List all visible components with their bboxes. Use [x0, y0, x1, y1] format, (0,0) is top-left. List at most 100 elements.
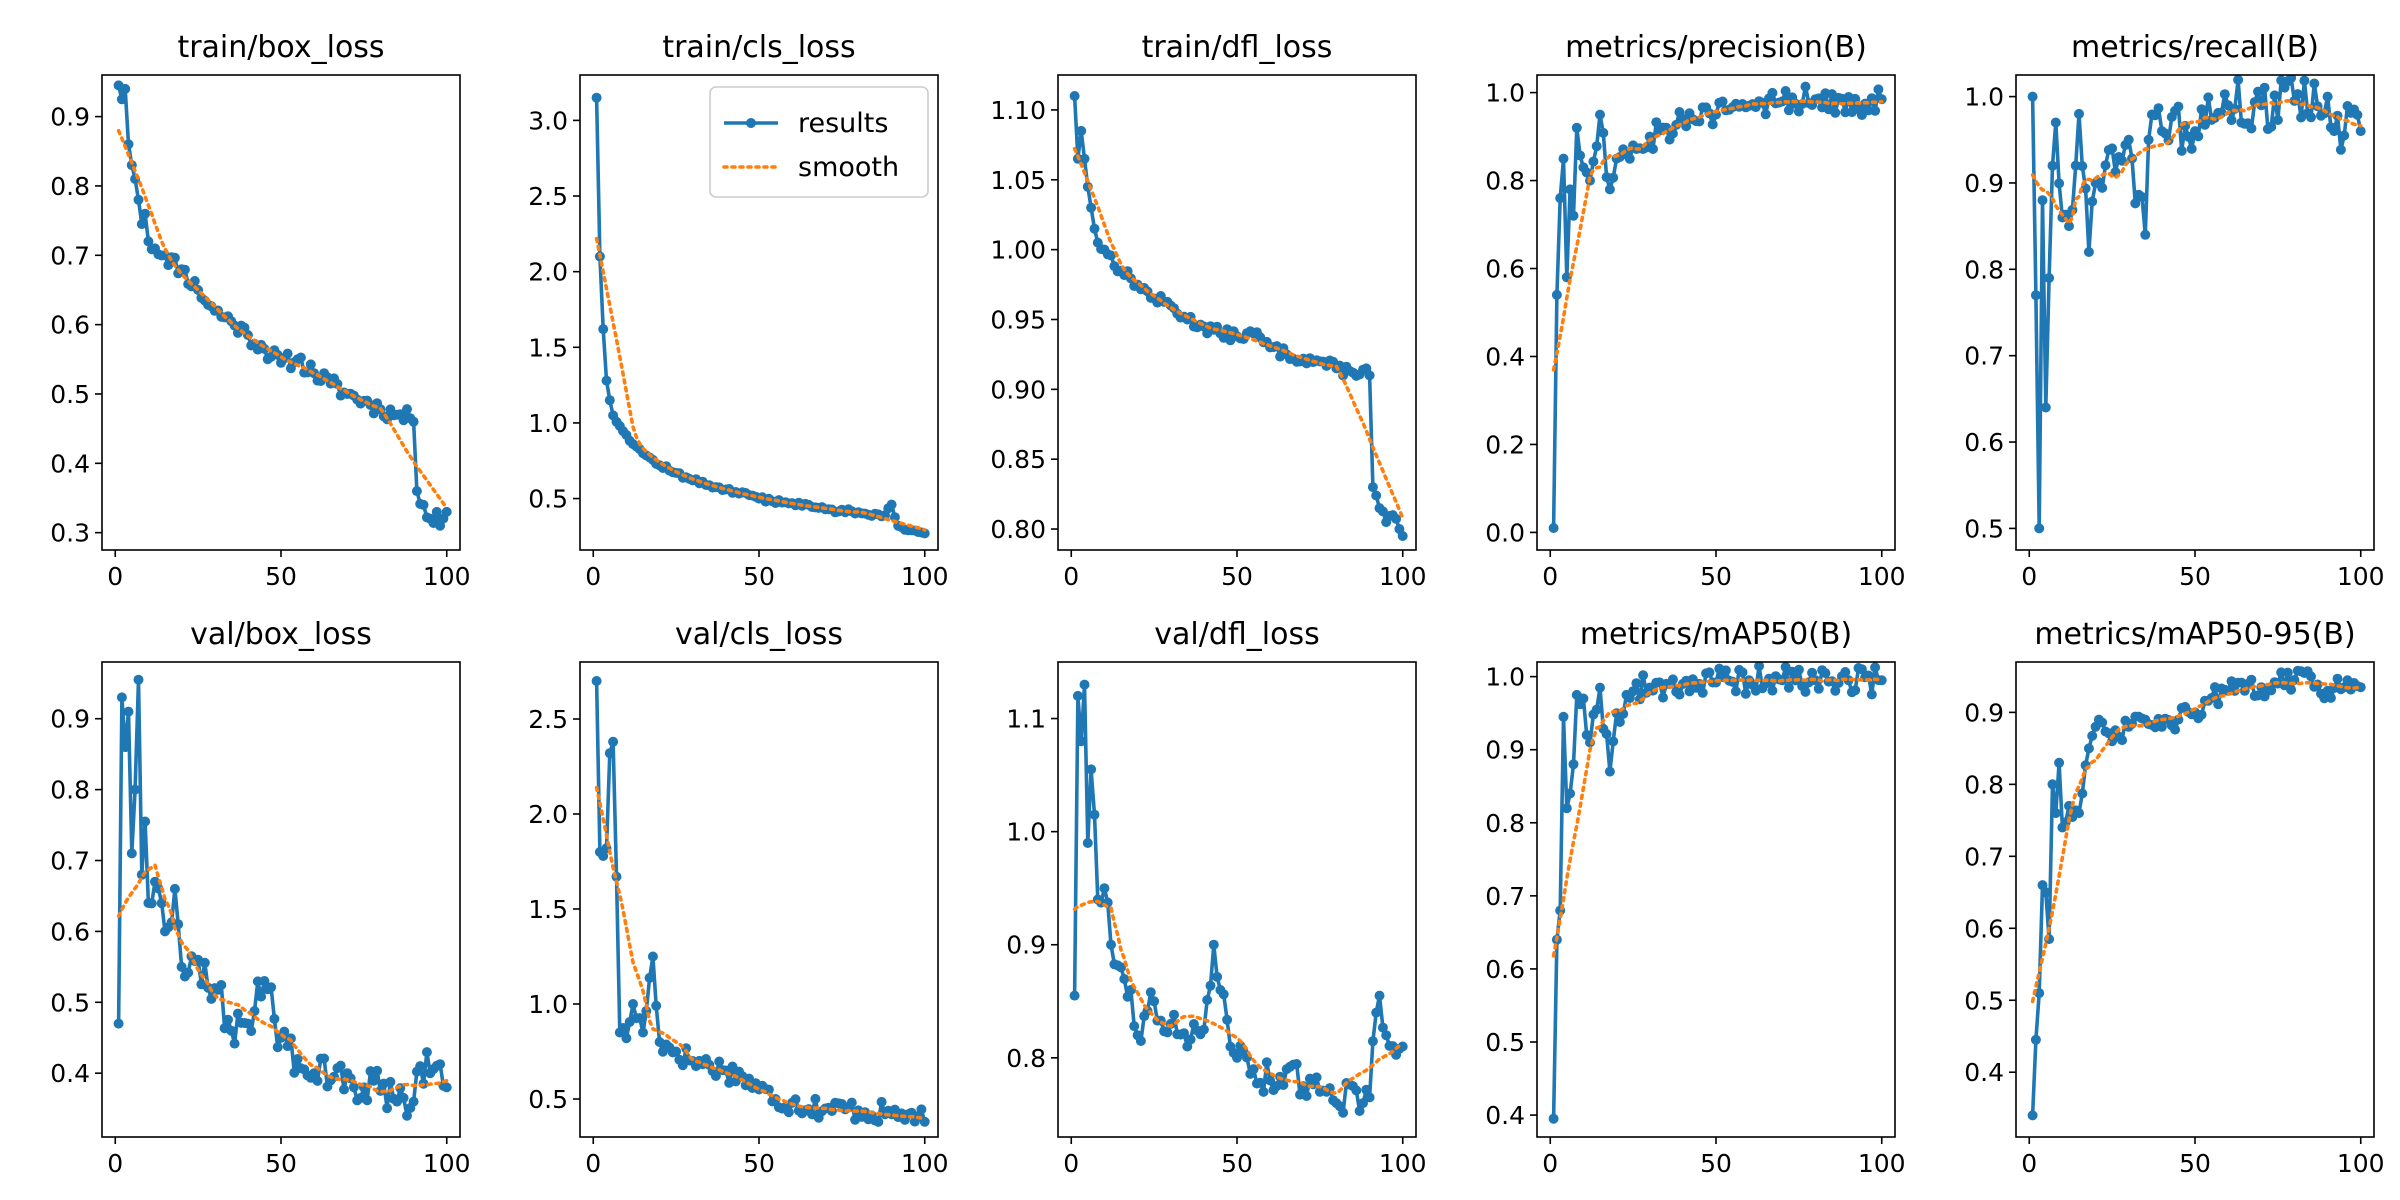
legend-results-marker	[746, 118, 756, 128]
data-point	[1873, 84, 1884, 95]
x-tick-label: 100	[423, 1149, 471, 1178]
data-point	[1730, 686, 1741, 697]
data-point	[418, 499, 429, 510]
y-tick-label: 0.8	[1006, 1044, 1046, 1073]
data-point	[362, 1095, 373, 1106]
data-point	[1866, 689, 1877, 700]
data-point	[1135, 1036, 1146, 1046]
y-tick-label: 3.0	[528, 106, 568, 135]
subplot-title: metrics/mAP50-95(B)	[2034, 617, 2355, 652]
x-tick-label: 100	[1379, 1149, 1427, 1178]
data-point	[1863, 670, 1874, 681]
data-point	[1129, 1021, 1140, 1032]
data-point	[2074, 808, 2084, 819]
data-point	[2054, 757, 2065, 768]
data-point	[591, 92, 602, 103]
data-point	[2286, 75, 2297, 83]
x-tick-label: 50	[265, 1149, 297, 1178]
data-point	[919, 1116, 930, 1127]
data-point	[1145, 987, 1156, 998]
data-point	[1291, 1059, 1302, 1069]
data-point	[441, 1082, 452, 1093]
subplot-title: train/box_loss	[177, 30, 384, 65]
data-point	[2282, 667, 2293, 678]
data-point	[1638, 670, 1649, 681]
data-point	[348, 1082, 359, 1093]
data-point	[1783, 105, 1794, 116]
subplot-val-dfl-loss: val/dfl_loss 0 50 100 0.8 0.9 1.0 1.1	[1006, 617, 1426, 1178]
data-point	[1614, 717, 1625, 727]
subplot-train-box-loss: train/box_loss 0 50 100 0.3 0.4 0.5 0.6 0.7 0.8 0.…	[50, 30, 470, 591]
data-point	[130, 784, 141, 795]
subplot-val-box-loss: val/box_loss 0 50 100 0.4 0.5 0.6 0.7 0.8 0.9	[50, 617, 470, 1178]
y-tick-label: 0.5	[528, 1085, 568, 1114]
data-point	[372, 1065, 383, 1076]
data-point	[1813, 683, 1824, 694]
data-point	[1628, 686, 1639, 697]
data-point	[1079, 153, 1090, 164]
x-tick-label: 0	[1542, 562, 1558, 591]
data-point	[916, 1104, 927, 1115]
x-tick-label: 50	[2179, 1149, 2211, 1178]
smooth-line	[1551, 99, 1884, 372]
subplot-metrics-recall-b: metrics/recall(B) 0 50 100 0.5 0.6 0.7 0.8 0.9 1.…	[1964, 30, 2384, 591]
data-point	[1767, 87, 1778, 98]
data-point	[2097, 182, 2108, 193]
data-point	[1391, 513, 1402, 524]
data-point	[146, 898, 157, 909]
data-point	[179, 264, 190, 275]
data-point	[2153, 103, 2164, 114]
data-point	[183, 967, 194, 978]
data-point	[116, 94, 127, 105]
data-point	[2306, 112, 2316, 123]
data-point	[2309, 78, 2320, 89]
data-point	[1076, 736, 1087, 747]
data-point	[2186, 143, 2197, 154]
x-tick-label: 100	[423, 562, 471, 591]
data-point	[140, 816, 151, 827]
y-tick-label: 0.5	[1964, 986, 2004, 1015]
subplot-title: metrics/mAP50(B)	[1580, 617, 1852, 652]
data-point	[1565, 788, 1576, 799]
data-point	[2352, 109, 2363, 120]
data-point	[2097, 717, 2108, 728]
data-point	[1717, 96, 1728, 107]
y-tick-label: 0.3	[50, 519, 90, 548]
data-point	[1397, 1041, 1408, 1052]
data-point	[1807, 667, 1818, 678]
data-point	[1604, 766, 1615, 777]
data-point	[618, 1023, 629, 1033]
data-point	[604, 395, 615, 406]
y-tick-label: 2.0	[528, 800, 568, 829]
data-point	[2107, 143, 2118, 154]
data-point	[1258, 1086, 1269, 1097]
y-tick-label: 2.5	[528, 182, 568, 211]
data-point	[1116, 962, 1126, 973]
data-point	[2266, 121, 2277, 132]
y-tick-label: 1.0	[1006, 818, 1046, 847]
data-point	[2325, 692, 2336, 703]
data-point	[2196, 104, 2207, 115]
data-point	[1667, 674, 1678, 685]
data-point	[1119, 974, 1130, 984]
x-tick-label: 100	[2337, 562, 2385, 591]
x-tick-label: 50	[743, 562, 775, 591]
data-point	[1361, 1084, 1372, 1095]
data-point	[1371, 490, 1382, 501]
data-point	[295, 352, 306, 363]
data-point	[1149, 996, 1160, 1007]
y-tick-label: 1.10	[990, 96, 1046, 125]
data-point	[2047, 160, 2058, 171]
data-point	[402, 404, 412, 415]
data-point	[2266, 685, 2277, 696]
data-point	[1381, 1030, 1392, 1041]
data-point	[1099, 883, 1110, 894]
y-tick-label: 0.6	[1485, 255, 1525, 284]
y-tick-label: 1.1	[1006, 705, 1046, 734]
data-point	[2040, 402, 2051, 413]
data-point	[1367, 1036, 1378, 1047]
data-point	[266, 982, 277, 993]
data-point	[1185, 1034, 1196, 1045]
data-point	[226, 1025, 237, 1036]
